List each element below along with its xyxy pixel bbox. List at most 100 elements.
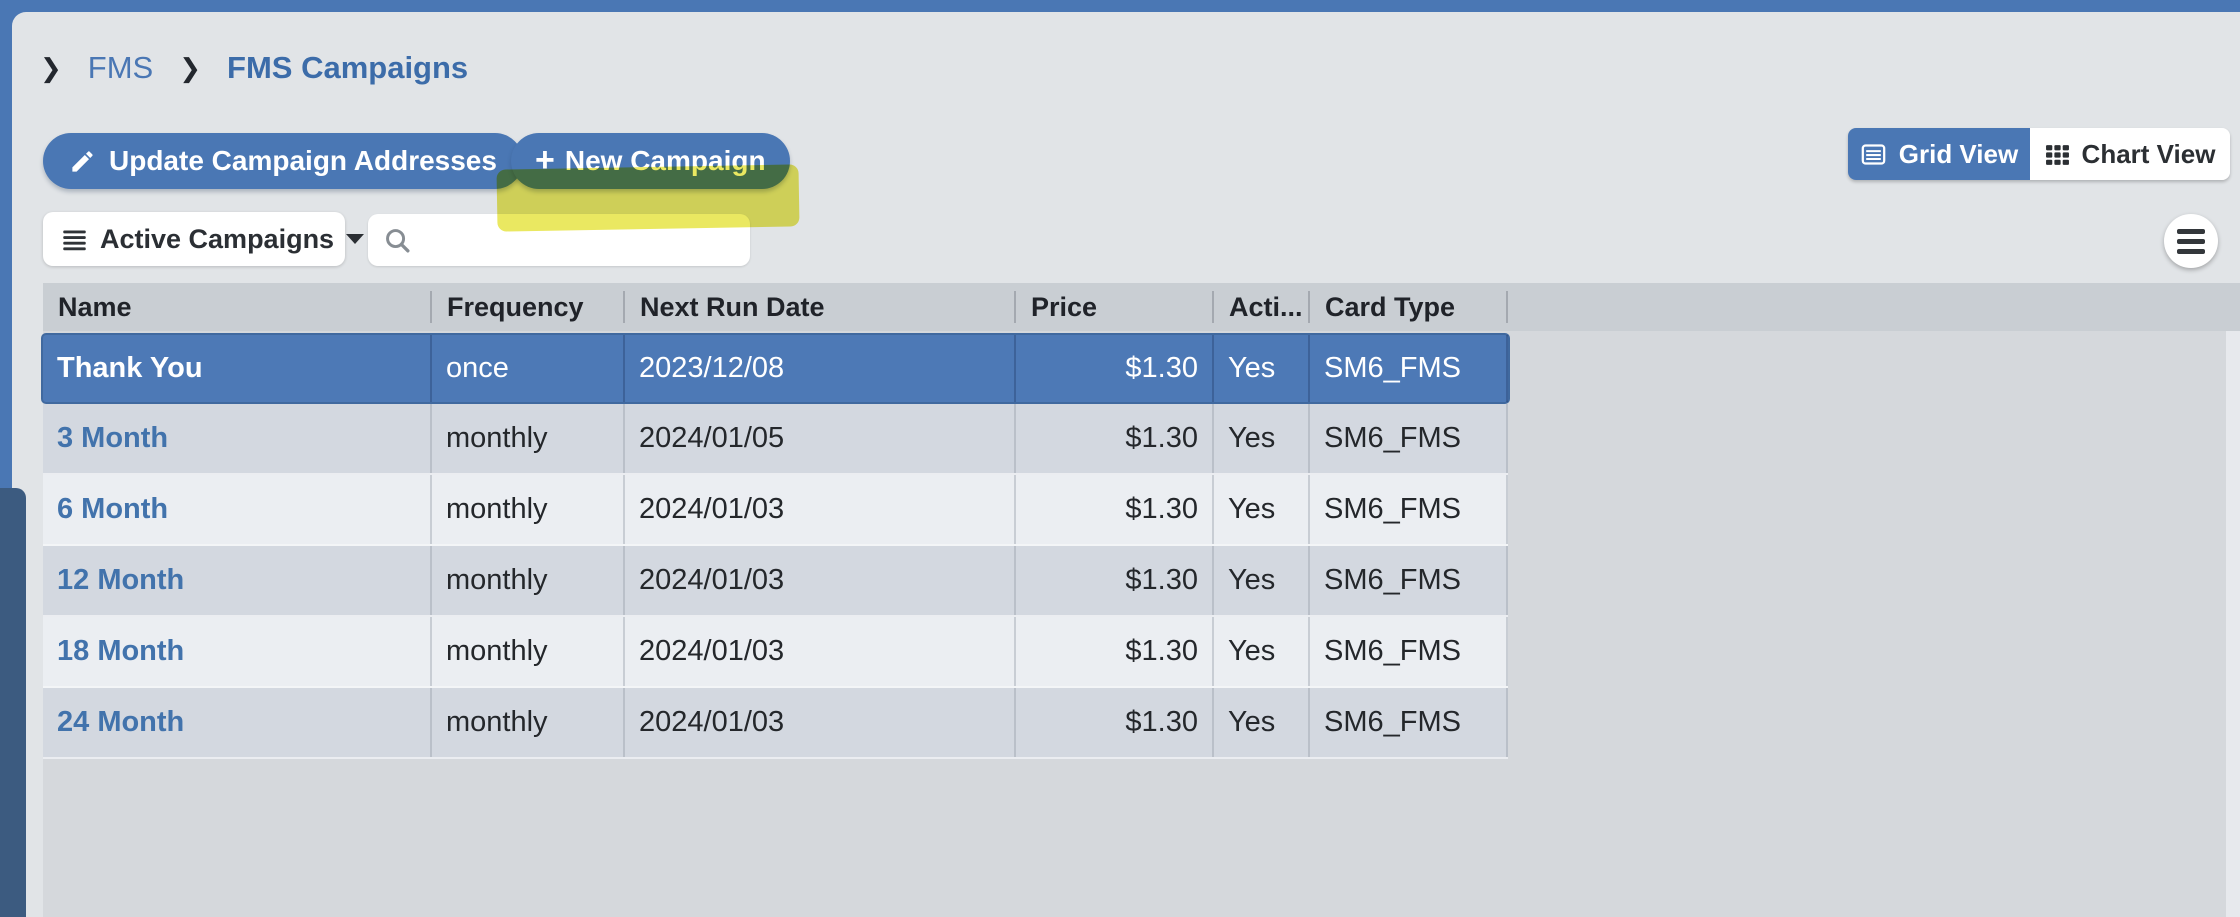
cell-value: 2024/01/03 — [639, 706, 785, 738]
campaign-filter-dropdown[interactable]: Active Campaigns — [43, 212, 365, 266]
cell-frequency: monthly — [432, 404, 625, 473]
caret-down-icon — [346, 234, 365, 244]
column-header-next-run-date[interactable]: Next Run Date — [625, 283, 1016, 331]
cell-value: SM6_FMS — [1324, 352, 1461, 384]
cell-value: Yes — [1228, 422, 1276, 454]
campaign-name-link[interactable]: 18 Month — [57, 635, 185, 667]
table-row[interactable]: 6 Month monthly 2024/01/03 $1.30 Yes SM6_FMS — [43, 475, 1508, 546]
cell-active: Yes — [1214, 688, 1310, 757]
column-header-card-type[interactable]: Card Type — [1310, 283, 1508, 331]
cell-card_type: SM6_FMS — [1310, 404, 1508, 473]
view-toggle: Grid View Chart View — [1848, 128, 2230, 180]
cell-frequency: monthly — [432, 617, 625, 686]
cell-name: Thank You — [43, 335, 432, 402]
campaign-name-link[interactable]: Thank You — [57, 352, 203, 384]
campaign-name-link[interactable]: 24 Month — [57, 706, 185, 738]
cell-next_run_date: 2024/01/03 — [625, 475, 1016, 544]
column-header-label: Card Type — [1325, 291, 1456, 322]
cell-card_type: SM6_FMS — [1310, 335, 1508, 402]
search-box[interactable] — [368, 214, 750, 266]
campaign-name-link[interactable]: 6 Month — [57, 493, 169, 525]
cell-name: 12 Month — [43, 546, 432, 615]
cell-name: 24 Month — [43, 688, 432, 757]
list-icon — [61, 226, 88, 253]
cell-value: SM6_FMS — [1324, 493, 1461, 525]
cell-value: 2024/01/03 — [639, 635, 785, 667]
update-campaign-addresses-label: Update Campaign Addresses — [109, 145, 497, 176]
cell-name: 18 Month — [43, 617, 432, 686]
table-row[interactable]: 24 Month monthly 2024/01/03 $1.30 Yes SM6_FMS — [43, 688, 1508, 759]
column-header-acti-[interactable]: Acti... — [1214, 283, 1310, 331]
grid-view-label: Grid View — [1898, 138, 2019, 169]
search-input[interactable] — [423, 224, 738, 256]
new-campaign-label: New Campaign — [564, 145, 766, 176]
breadcrumb-link-fms[interactable]: FMS — [87, 50, 154, 85]
pencil-icon — [69, 148, 96, 175]
cell-card_type: SM6_FMS — [1310, 546, 1508, 615]
cell-value: monthly — [446, 564, 548, 596]
cell-name: 3 Month — [43, 404, 432, 473]
cell-value: SM6_FMS — [1324, 706, 1461, 738]
column-header-label: Acti... — [1229, 291, 1303, 322]
cell-next_run_date: 2023/12/08 — [625, 335, 1016, 402]
menu-button[interactable] — [2164, 214, 2218, 268]
search-icon — [382, 225, 413, 256]
plus-icon: + — [535, 140, 555, 179]
hamburger-icon — [2177, 228, 2205, 254]
cell-card_type: SM6_FMS — [1310, 617, 1508, 686]
chevron-right-icon: ❯ — [179, 52, 202, 83]
cell-next_run_date: 2024/01/05 — [625, 404, 1016, 473]
column-header-frequency[interactable]: Frequency — [432, 283, 625, 331]
cell-price: $1.30 — [1016, 335, 1214, 402]
table-row[interactable]: 12 Month monthly 2024/01/03 $1.30 Yes SM6_FMS — [43, 546, 1508, 617]
table-header-row: Name Frequency Next Run Date Price Acti... Ca… — [43, 283, 2240, 331]
campaign-name-link[interactable]: 12 Month — [57, 564, 185, 596]
content-panel: ❯ FMS ❯ FMS Campaigns Update Campaign Ad… — [12, 12, 2240, 917]
column-header-label: Price — [1031, 291, 1098, 322]
cell-value: $1.30 — [1125, 352, 1198, 384]
update-campaign-addresses-button[interactable]: Update Campaign Addresses — [43, 133, 523, 189]
campaign-name-link[interactable]: 3 Month — [57, 422, 169, 454]
cell-active: Yes — [1214, 404, 1310, 473]
new-campaign-button[interactable]: + New Campaign — [511, 133, 790, 189]
cell-value: Yes — [1228, 635, 1276, 667]
cell-value: monthly — [446, 706, 548, 738]
table-row[interactable]: 18 Month monthly 2024/01/03 $1.30 Yes SM6_FMS — [43, 617, 1508, 688]
column-header-label: Name — [58, 291, 132, 322]
cell-active: Yes — [1214, 617, 1310, 686]
cell-active: Yes — [1214, 546, 1310, 615]
scrollbar-track[interactable] — [2226, 331, 2240, 917]
cell-name: 6 Month — [43, 475, 432, 544]
cell-price: $1.30 — [1016, 688, 1214, 757]
cell-value: $1.30 — [1125, 493, 1198, 525]
campaign-filter-value: Active Campaigns — [100, 223, 335, 254]
chevron-right-icon: ❯ — [40, 52, 62, 83]
table-row[interactable]: Thank You once 2023/12/08 $1.30 Yes SM6_FMS — [41, 333, 1510, 404]
cell-value: Yes — [1228, 564, 1276, 596]
breadcrumb-current-page[interactable]: FMS Campaigns — [227, 50, 469, 85]
cell-frequency: monthly — [432, 546, 625, 615]
cell-next_run_date: 2024/01/03 — [625, 546, 1016, 615]
column-header-label: Frequency — [447, 291, 584, 322]
cell-value: Yes — [1228, 706, 1276, 738]
cell-next_run_date: 2024/01/03 — [625, 688, 1016, 757]
cell-value: 2024/01/03 — [639, 493, 785, 525]
column-header-name[interactable]: Name — [43, 283, 432, 331]
grid-view-button[interactable]: Grid View — [1848, 128, 2030, 180]
column-header-price[interactable]: Price — [1016, 283, 1214, 331]
breadcrumb: ❯ FMS ❯ FMS Campaigns — [40, 46, 468, 90]
background-panel-edge — [0, 488, 26, 917]
cell-value: $1.30 — [1125, 564, 1198, 596]
cell-value: monthly — [446, 493, 548, 525]
cell-card_type: SM6_FMS — [1310, 475, 1508, 544]
cell-value: $1.30 — [1125, 422, 1198, 454]
table-row[interactable]: 3 Month monthly 2024/01/05 $1.30 Yes SM6_FMS — [43, 404, 1508, 475]
chart-view-button[interactable]: Chart View — [2030, 128, 2230, 180]
column-header-label: Next Run Date — [640, 291, 825, 322]
cell-value: once — [446, 352, 509, 384]
cell-value: 2024/01/03 — [639, 564, 785, 596]
cell-next_run_date: 2024/01/03 — [625, 617, 1016, 686]
cell-frequency: monthly — [432, 688, 625, 757]
cell-price: $1.30 — [1016, 475, 1214, 544]
